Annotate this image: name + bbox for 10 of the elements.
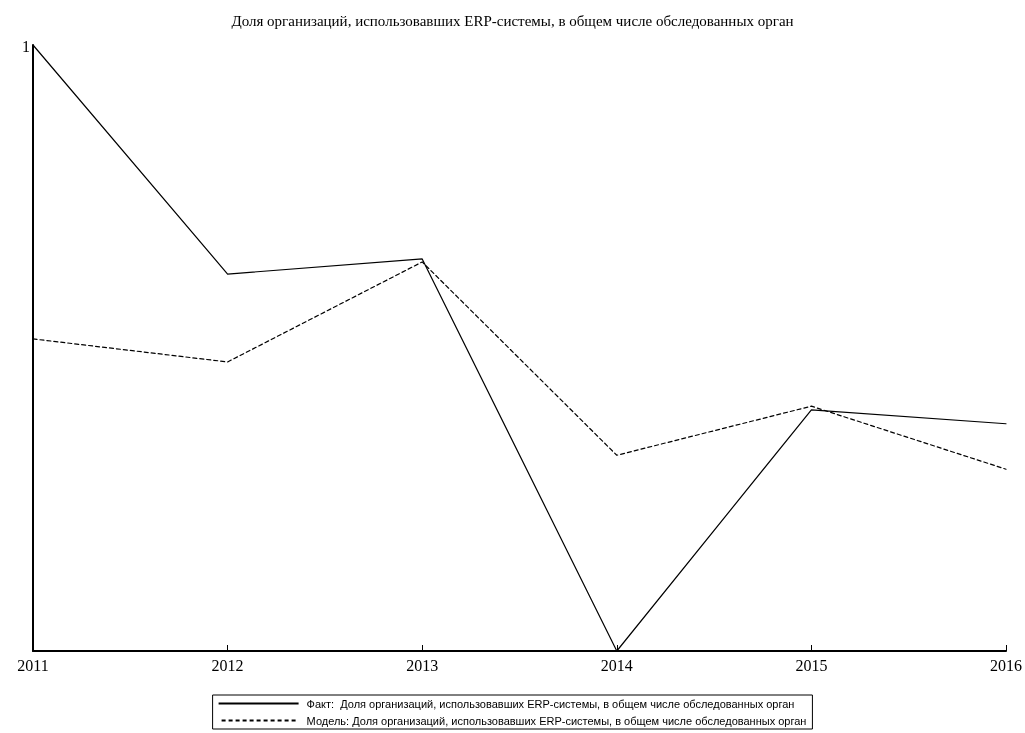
x-tick-label: 2013 [406,656,439,674]
text: 1 [22,37,30,55]
x-tick-label: 2012 [211,656,244,674]
chart-title: Доля организаций, использовавших ERP-системы, в общем числе обследованных орган [231,12,794,29]
x-tick-label: 2015 [795,656,828,674]
legend-label: Факт: Доля организаций, использовавших ERP-системы, в общем числе обследованных орган [306,697,795,710]
x-tick-label: 2011 [17,656,49,674]
x-tick-label: 2016 [990,656,1022,674]
legend-label: Модель: Доля организаций, использовавших ERP-системы, в общем числе обследованных орган [306,714,807,727]
x-tick-label: 2014 [600,656,633,674]
